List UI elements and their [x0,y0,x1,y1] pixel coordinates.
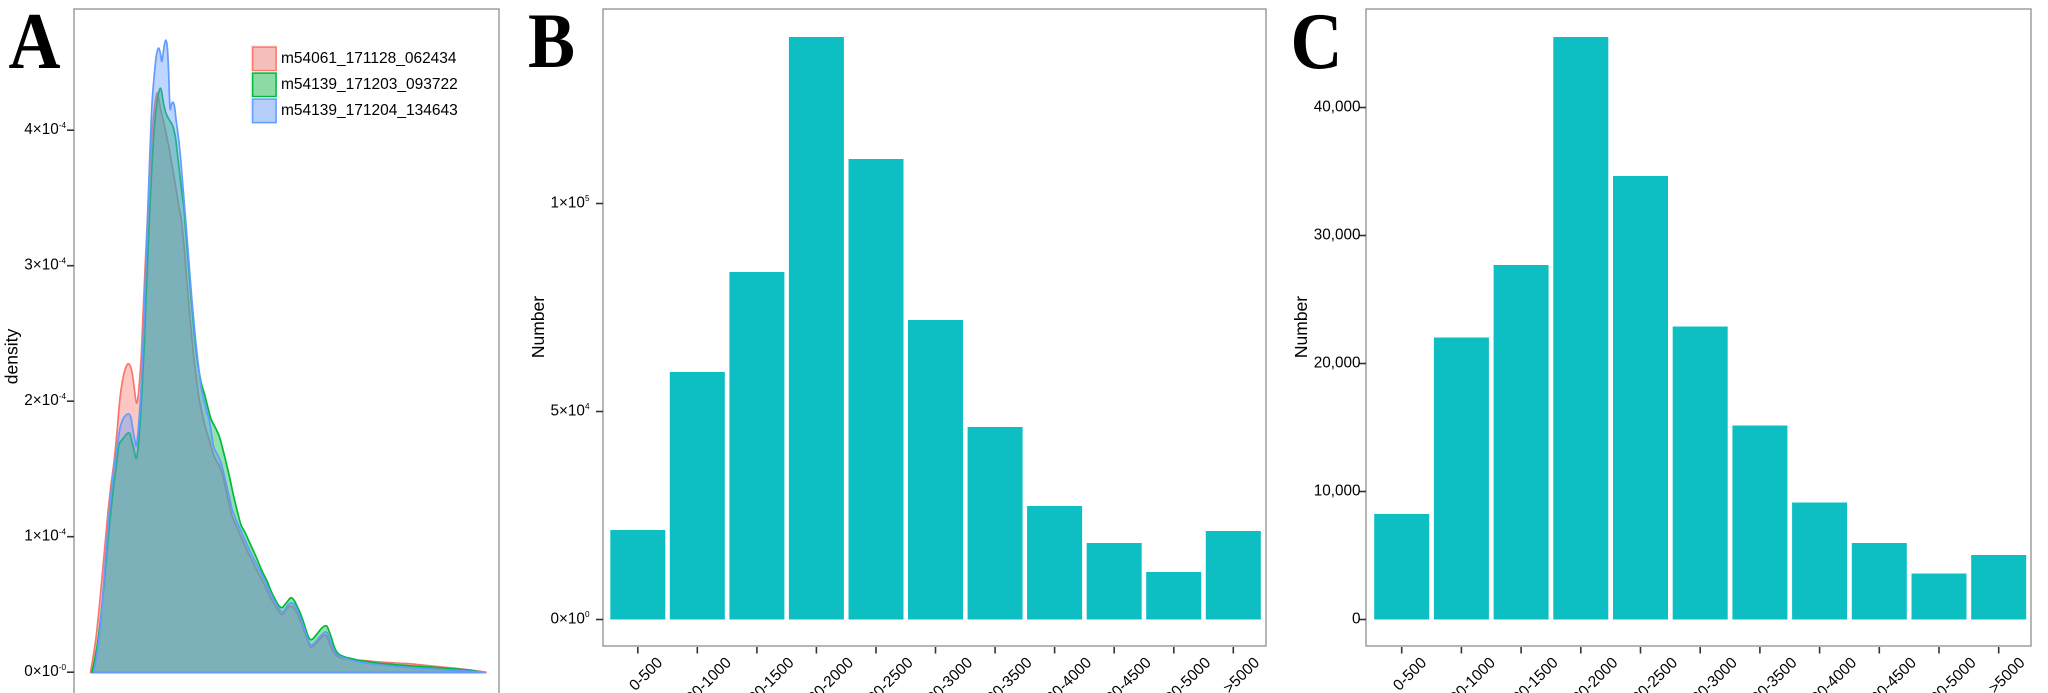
svg-text:C: C [1291,0,1343,86]
svg-text:40,000: 40,000 [1314,98,1361,115]
svg-text:20,000: 20,000 [1314,354,1361,371]
svg-text:0×10-0: 0×10-0 [24,663,66,680]
svg-text:m54139_171204_134643: m54139_171204_134643 [281,102,458,119]
svg-text:3×10-4: 3×10-4 [24,256,66,273]
svg-text:A: A [9,0,61,86]
svg-text:B: B [528,0,575,84]
svg-text:density: density [2,329,22,385]
svg-text:4×10-4: 4×10-4 [24,121,66,138]
svg-text:1×105: 1×105 [550,194,589,211]
svg-text:2×10-4: 2×10-4 [24,392,66,409]
svg-text:30,000: 30,000 [1314,226,1361,243]
svg-text:m54139_171203_093722: m54139_171203_093722 [281,76,458,93]
svg-text:Number: Number [528,296,548,358]
svg-text:1×10-4: 1×10-4 [24,527,66,544]
svg-text:0: 0 [1352,610,1361,627]
svg-text:5×104: 5×104 [550,402,589,419]
svg-text:10,000: 10,000 [1314,482,1361,499]
svg-text:m54061_171128_062434: m54061_171128_062434 [281,50,457,67]
svg-text:0×100: 0×100 [550,610,589,627]
svg-text:Number: Number [1291,296,1311,358]
